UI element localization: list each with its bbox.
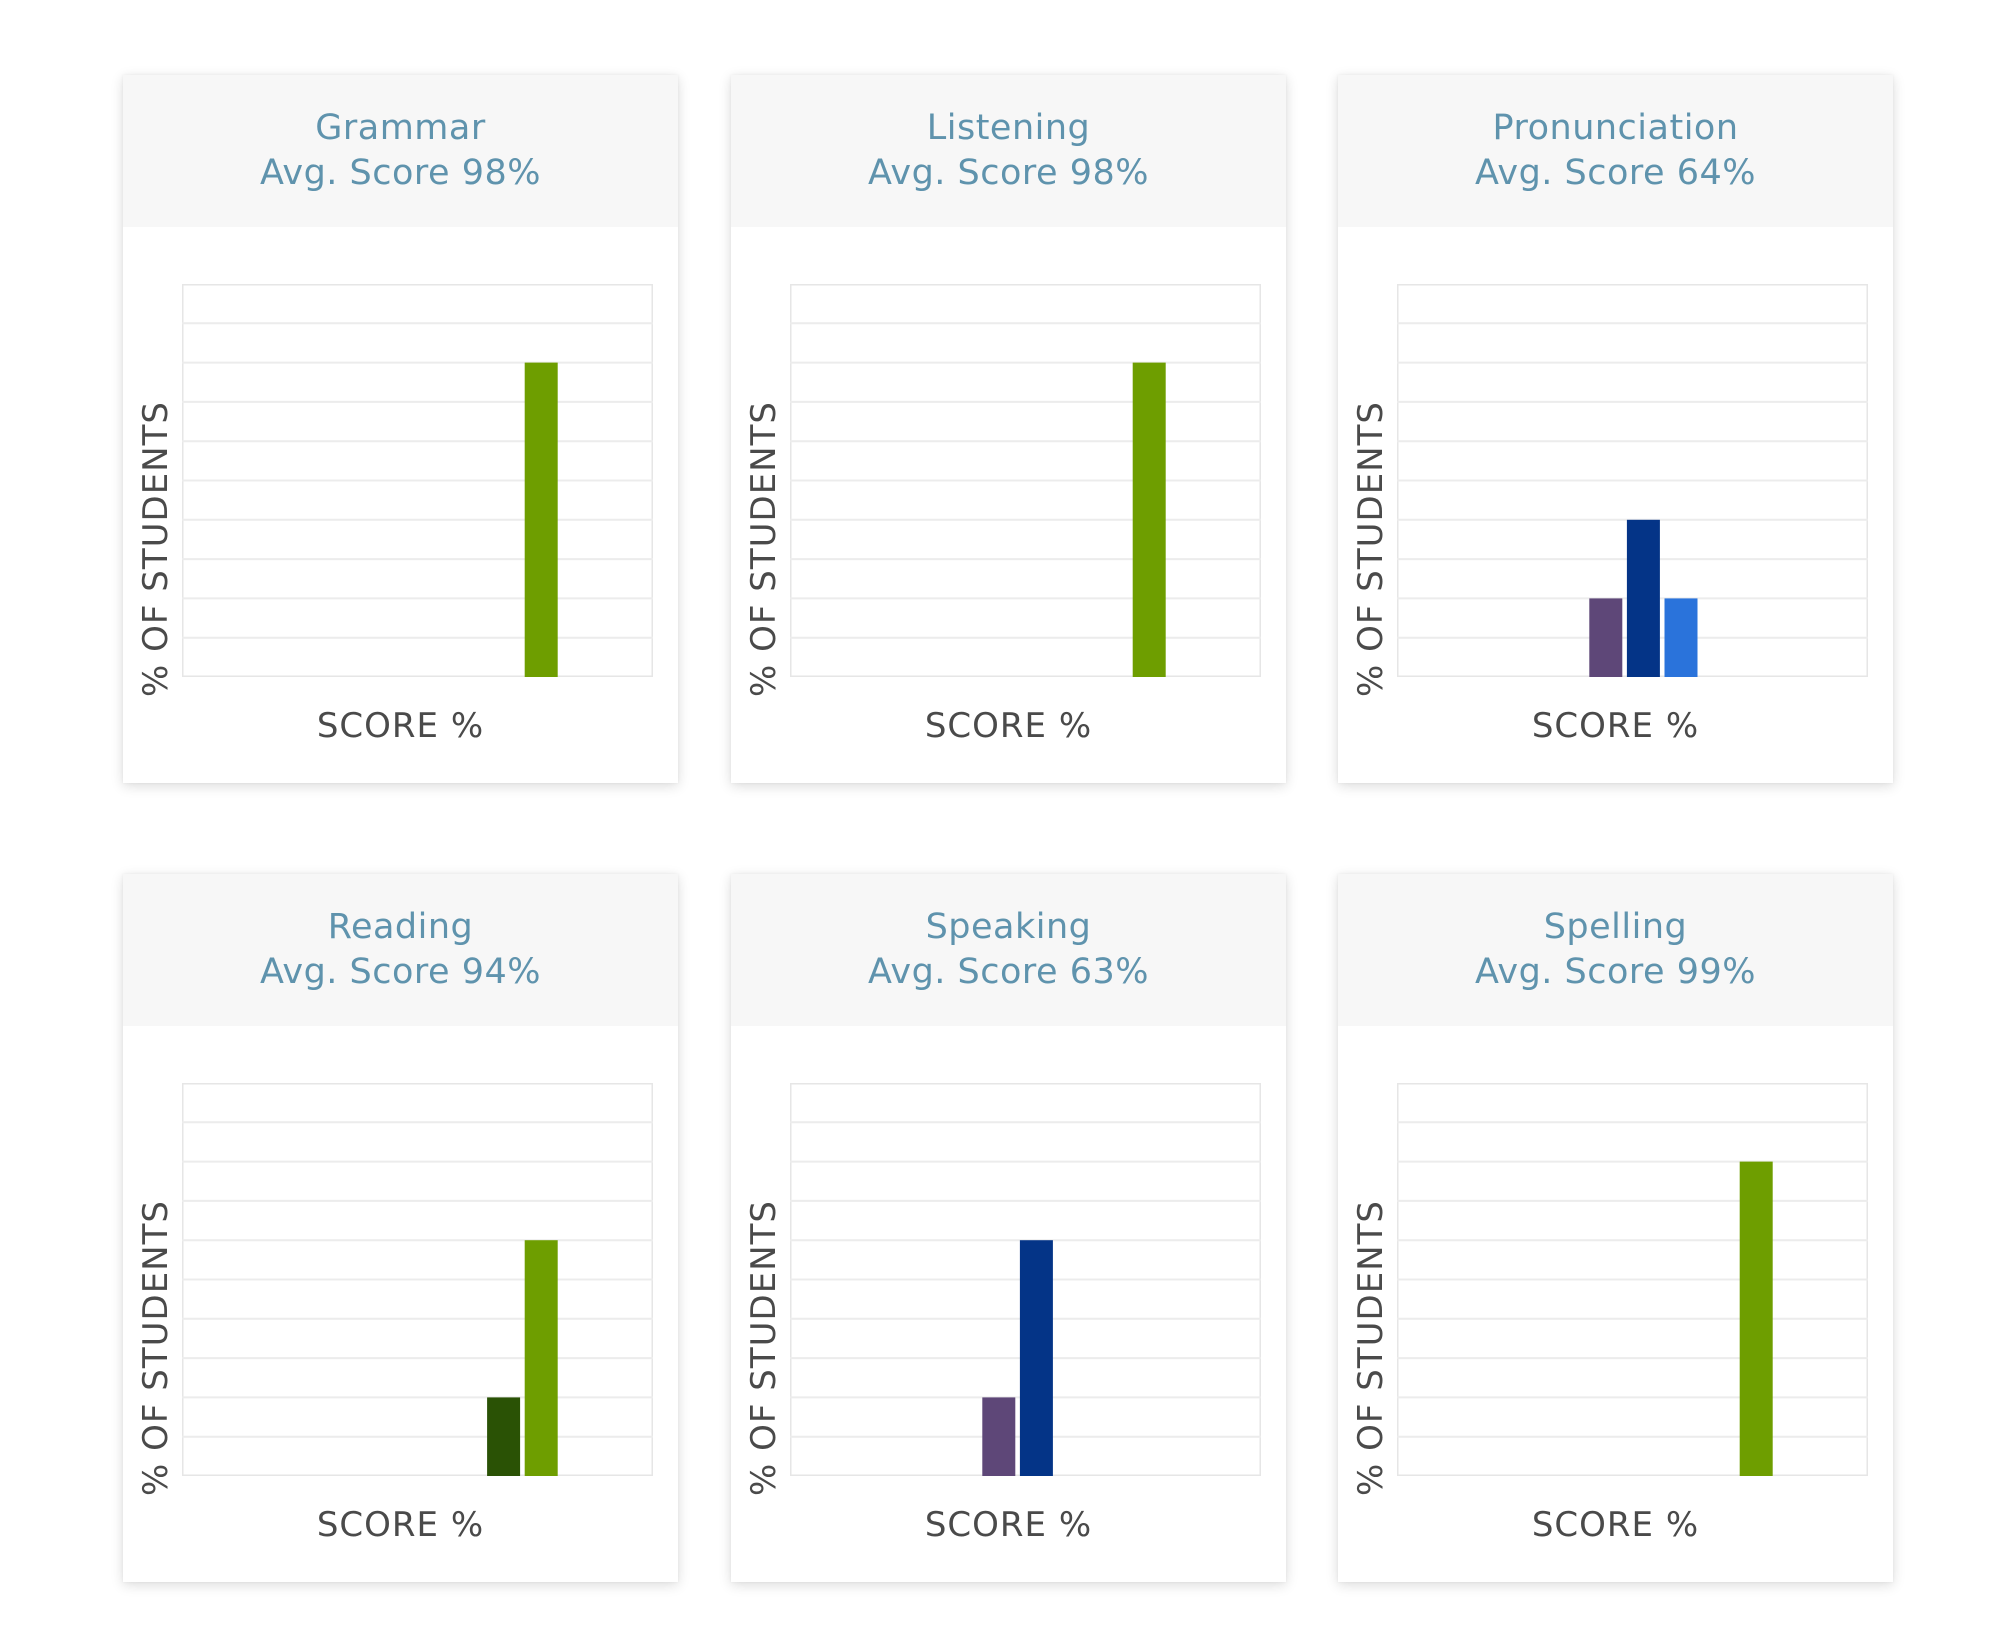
- y-axis-label: % OF STUDENTS: [744, 1200, 784, 1496]
- bar-chart: [790, 1083, 1261, 1476]
- chart-card-spelling: Spelling Avg. Score 99% % OF STUDENTS SC…: [1338, 874, 1893, 1582]
- chart-subtitle: Avg. Score 99%: [1474, 952, 1757, 992]
- bar-60-70: [1626, 519, 1660, 677]
- plot-area: [790, 284, 1261, 677]
- card-header: Listening Avg. Score 98%: [731, 75, 1286, 227]
- chart-title: Reading: [327, 907, 474, 947]
- bar-50-60: [982, 1397, 1016, 1476]
- card-header: Pronunciation Avg. Score 64%: [1338, 75, 1893, 227]
- plot-area: [182, 1083, 653, 1476]
- chart-card-listening: Listening Avg. Score 98% % OF STUDENTS S…: [731, 75, 1286, 783]
- bar-chart: [1397, 284, 1868, 677]
- card-header: Grammar Avg. Score 98%: [123, 75, 678, 227]
- card-header: Spelling Avg. Score 99%: [1338, 874, 1893, 1026]
- card-header: Speaking Avg. Score 63%: [731, 874, 1286, 1026]
- y-axis-label: % OF STUDENTS: [1351, 401, 1391, 697]
- bar-chart: [790, 284, 1261, 677]
- chart-title: Spelling: [1543, 907, 1688, 947]
- chart-card-reading: Reading Avg. Score 94% % OF STUDENTS SCO…: [123, 874, 678, 1582]
- chart-subtitle: Avg. Score 98%: [867, 153, 1150, 193]
- plot-area: [1397, 284, 1868, 677]
- chart-title: Grammar: [315, 108, 486, 148]
- chart-card-speaking: Speaking Avg. Score 63% % OF STUDENTS SC…: [731, 874, 1286, 1582]
- x-axis-label: SCORE %: [316, 1505, 485, 1545]
- x-axis-label: SCORE %: [316, 706, 485, 746]
- bar-90-100: [524, 1240, 558, 1476]
- chart-subtitle: Avg. Score 98%: [259, 153, 542, 193]
- x-axis-label: SCORE %: [924, 1505, 1093, 1545]
- plot-area: [790, 1083, 1261, 1476]
- chart-card-grammar: Grammar Avg. Score 98% % OF STUDENTS SCO…: [123, 75, 678, 783]
- x-axis-label: SCORE %: [1531, 706, 1700, 746]
- bar-80-90: [487, 1397, 521, 1476]
- chart-title: Speaking: [925, 907, 1092, 947]
- bar-50-60: [1589, 598, 1623, 677]
- y-axis-label: % OF STUDENTS: [744, 401, 784, 697]
- bar-70-80: [1664, 598, 1698, 677]
- bar-chart: [182, 1083, 653, 1476]
- bar-chart: [182, 284, 653, 677]
- bar-90-100: [1132, 362, 1166, 677]
- x-axis-label: SCORE %: [1531, 1505, 1700, 1545]
- bar-chart: [1397, 1083, 1868, 1476]
- chart-subtitle: Avg. Score 63%: [867, 952, 1150, 992]
- plot-area: [1397, 1083, 1868, 1476]
- chart-subtitle: Avg. Score 94%: [259, 952, 542, 992]
- chart-title: Pronunciation: [1492, 108, 1739, 148]
- chart-card-pronunciation: Pronunciation Avg. Score 64% % OF STUDEN…: [1338, 75, 1893, 783]
- y-axis-label: % OF STUDENTS: [136, 401, 176, 697]
- card-header: Reading Avg. Score 94%: [123, 874, 678, 1026]
- plot-area: [182, 284, 653, 677]
- bar-60-70: [1019, 1240, 1053, 1476]
- chart-subtitle: Avg. Score 64%: [1474, 153, 1757, 193]
- chart-title: Listening: [926, 108, 1091, 148]
- y-axis-label: % OF STUDENTS: [136, 1200, 176, 1496]
- bar-90-100: [1739, 1161, 1773, 1476]
- bar-90-100: [524, 362, 558, 677]
- y-axis-label: % OF STUDENTS: [1351, 1200, 1391, 1496]
- x-axis-label: SCORE %: [924, 706, 1093, 746]
